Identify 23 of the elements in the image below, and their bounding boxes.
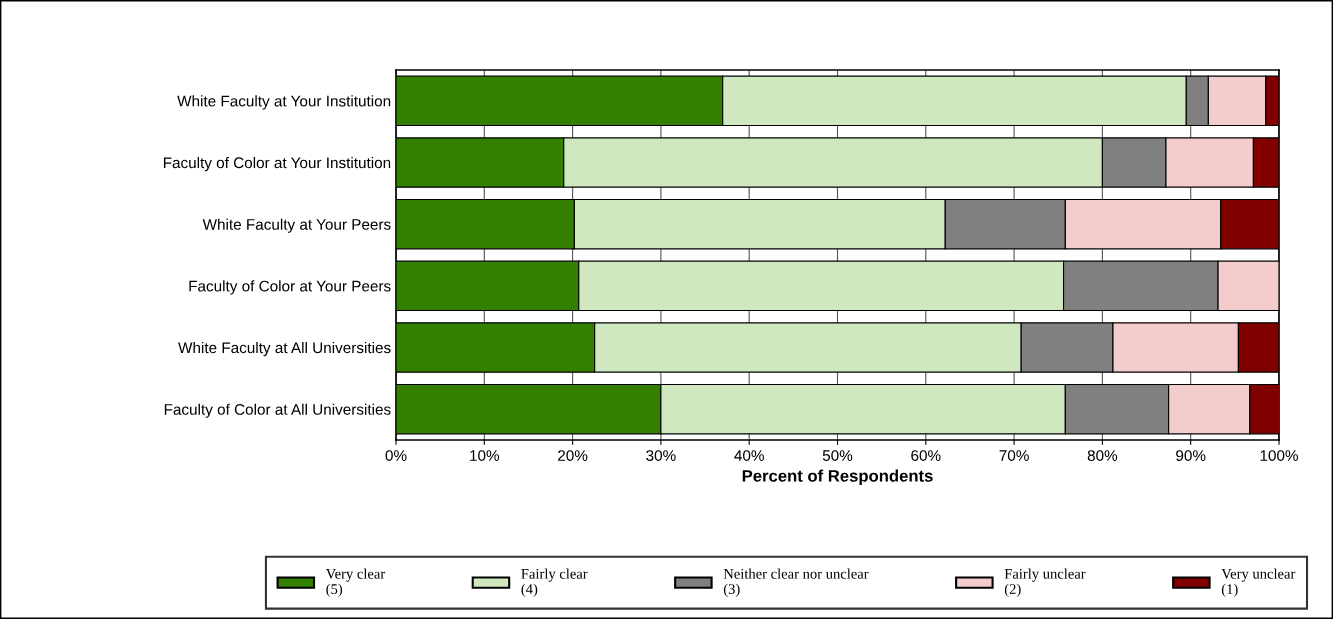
x-tick-label: 90% bbox=[1176, 450, 1206, 461]
y-tick-label: White Faculty at All Universities bbox=[178, 341, 391, 357]
x-tick-label: 30% bbox=[646, 450, 676, 461]
legend-label: Fairly unclear (2) bbox=[1004, 568, 1086, 597]
y-tick-label: White Faculty at Your Institution bbox=[177, 95, 391, 110]
y-tick-label: Faculty of Color at Your Institution bbox=[163, 156, 391, 172]
x-tick-label: 0% bbox=[385, 450, 407, 461]
x-tick-label: 60% bbox=[911, 450, 941, 461]
x-tick-label: 50% bbox=[822, 450, 853, 461]
x-tick-label: 80% bbox=[1087, 450, 1118, 461]
y-tick-label: White Faculty at Your Peers bbox=[202, 218, 391, 233]
legend-label: Neither clear nor unclear (3) bbox=[723, 568, 869, 597]
legend-label: Very clear (5) bbox=[325, 568, 386, 597]
x-tick-label: 70% bbox=[999, 450, 1029, 461]
x-tick-label: 100% bbox=[1260, 450, 1298, 461]
y-tick-label: Faculty of Color at All Universities bbox=[164, 403, 391, 418]
y-tick-label: Faculty of Color at Your Peers bbox=[189, 280, 391, 295]
legend-label: Very unclear (1) bbox=[1221, 568, 1296, 597]
x-axis-title: Percent of Respondents bbox=[742, 469, 933, 486]
legend-label: Fairly clear (4) bbox=[521, 568, 588, 597]
x-tick-label: 20% bbox=[558, 450, 588, 461]
x-tick-label: 40% bbox=[734, 450, 764, 461]
x-tick-label: 10% bbox=[470, 450, 500, 461]
